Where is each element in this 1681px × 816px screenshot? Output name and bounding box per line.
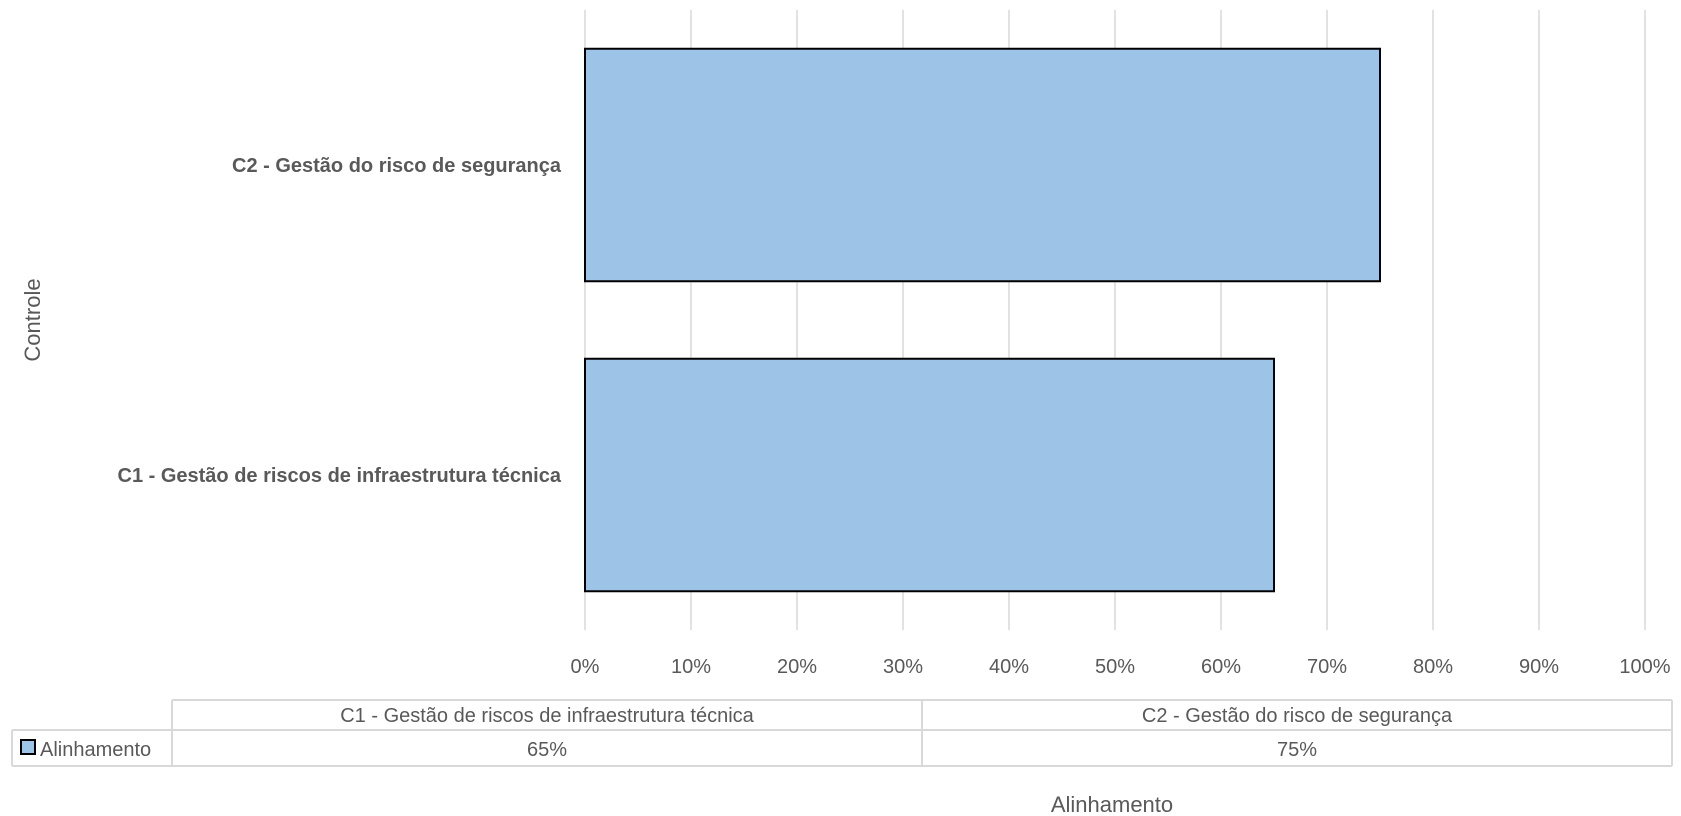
x-tick-label: 10% (671, 656, 711, 678)
x-tick-label: 70% (1307, 656, 1347, 678)
bars (584, 47, 1381, 593)
y-axis-title: Controle (20, 278, 45, 361)
x-tick-label: 0% (571, 656, 600, 678)
category-labels: C1 - Gestão de riscos de infraestrutura … (118, 155, 562, 487)
category-label: C2 - Gestão do risco de segurança (232, 155, 562, 177)
category-label: C1 - Gestão de riscos de infraestrutura … (118, 465, 562, 487)
x-tick-label: 90% (1519, 656, 1559, 678)
table-row-label: Alinhamento (40, 739, 151, 761)
table-header: C2 - Gestão do risco de segurança (1142, 705, 1453, 727)
table-cell: 75% (1277, 739, 1317, 761)
x-tick-label: 30% (883, 656, 923, 678)
bar (584, 357, 1275, 593)
table-cell: 65% (527, 739, 567, 761)
x-tick-label: 100% (1619, 656, 1670, 678)
data-table: C1 - Gestão de riscos de infraestrutura … (11, 699, 1673, 767)
x-tick-label: 60% (1201, 656, 1241, 678)
bar (584, 47, 1381, 283)
legend-key (20, 739, 36, 755)
x-tick-label: 20% (777, 656, 817, 678)
x-tick-labels: 0% 10% 20% 30% 40% 50% 60% 70% 80% 90% 100% (571, 656, 1671, 678)
x-axis-title: Alinhamento (1051, 792, 1173, 816)
table-header: C1 - Gestão de riscos de infraestrutura … (340, 705, 754, 727)
x-tick-label: 40% (989, 656, 1029, 678)
x-tick-label: 80% (1413, 656, 1453, 678)
x-tick-label: 50% (1095, 656, 1135, 678)
